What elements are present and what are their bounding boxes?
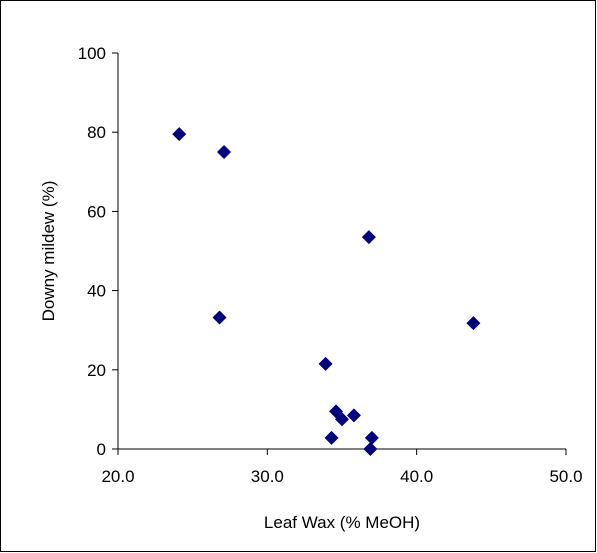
- data-point: [364, 430, 379, 445]
- y-tick-label: 100: [78, 44, 106, 63]
- y-tick-label: 40: [87, 282, 106, 301]
- data-point: [324, 430, 339, 445]
- y-tick-label: 20: [87, 361, 106, 380]
- data-point: [172, 127, 187, 142]
- data-point: [361, 230, 376, 245]
- x-axis-label: Leaf Wax (% MeOH): [264, 513, 420, 532]
- y-axis-label: Downy mildew (%): [39, 181, 58, 322]
- y-tick-label: 0: [97, 440, 106, 459]
- plot-area: [117, 53, 566, 450]
- data-point: [217, 145, 232, 159]
- data-point: [363, 442, 378, 456]
- data-point: [466, 316, 481, 331]
- y-tick-label: 80: [87, 123, 106, 142]
- data-points: [172, 127, 481, 456]
- y-axis-ticks: 0 20 40 60 80 100: [78, 44, 118, 459]
- y-tick-label: 60: [87, 202, 106, 221]
- x-axis-ticks: 20.0 30.0 40.0 50.0: [101, 449, 583, 486]
- x-tick-label: 20.0: [101, 467, 134, 486]
- x-tick-label: 40.0: [400, 467, 433, 486]
- data-point: [346, 408, 361, 423]
- data-point: [212, 310, 227, 325]
- x-tick-label: 30.0: [251, 467, 284, 486]
- data-point: [318, 356, 333, 371]
- x-tick-label: 50.0: [549, 467, 582, 486]
- data-point: [335, 412, 349, 427]
